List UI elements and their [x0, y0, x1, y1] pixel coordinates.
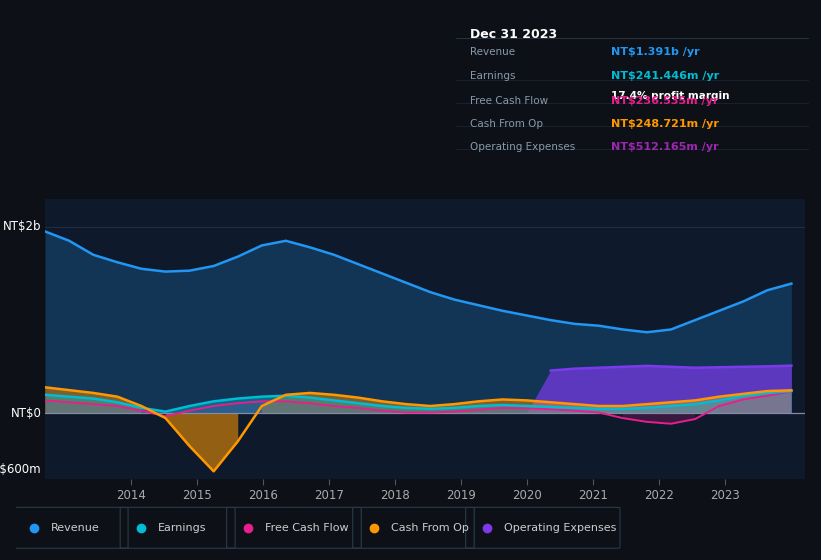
Text: NT$2b: NT$2b [2, 220, 41, 234]
Text: NT$512.165m /yr: NT$512.165m /yr [611, 142, 718, 152]
Text: NT$1.391b /yr: NT$1.391b /yr [611, 46, 699, 57]
Text: Earnings: Earnings [470, 71, 516, 81]
Text: NT$0: NT$0 [11, 407, 41, 420]
Text: -NT$600m: -NT$600m [0, 463, 41, 476]
Text: Cash From Op: Cash From Op [391, 523, 469, 533]
Text: Earnings: Earnings [158, 523, 207, 533]
Text: NT$241.446m /yr: NT$241.446m /yr [611, 71, 719, 81]
Text: Revenue: Revenue [470, 46, 515, 57]
Text: Operating Expenses: Operating Expenses [504, 523, 616, 533]
Text: Dec 31 2023: Dec 31 2023 [470, 29, 557, 41]
Text: NT$248.721m /yr: NT$248.721m /yr [611, 119, 719, 129]
Text: Operating Expenses: Operating Expenses [470, 142, 575, 152]
Text: Free Cash Flow: Free Cash Flow [470, 96, 548, 106]
Text: 17.4% profit margin: 17.4% profit margin [611, 91, 730, 101]
Text: Cash From Op: Cash From Op [470, 119, 543, 129]
Text: NT$236.535m /yr: NT$236.535m /yr [611, 96, 718, 106]
Text: Free Cash Flow: Free Cash Flow [264, 523, 348, 533]
Text: Revenue: Revenue [51, 523, 100, 533]
